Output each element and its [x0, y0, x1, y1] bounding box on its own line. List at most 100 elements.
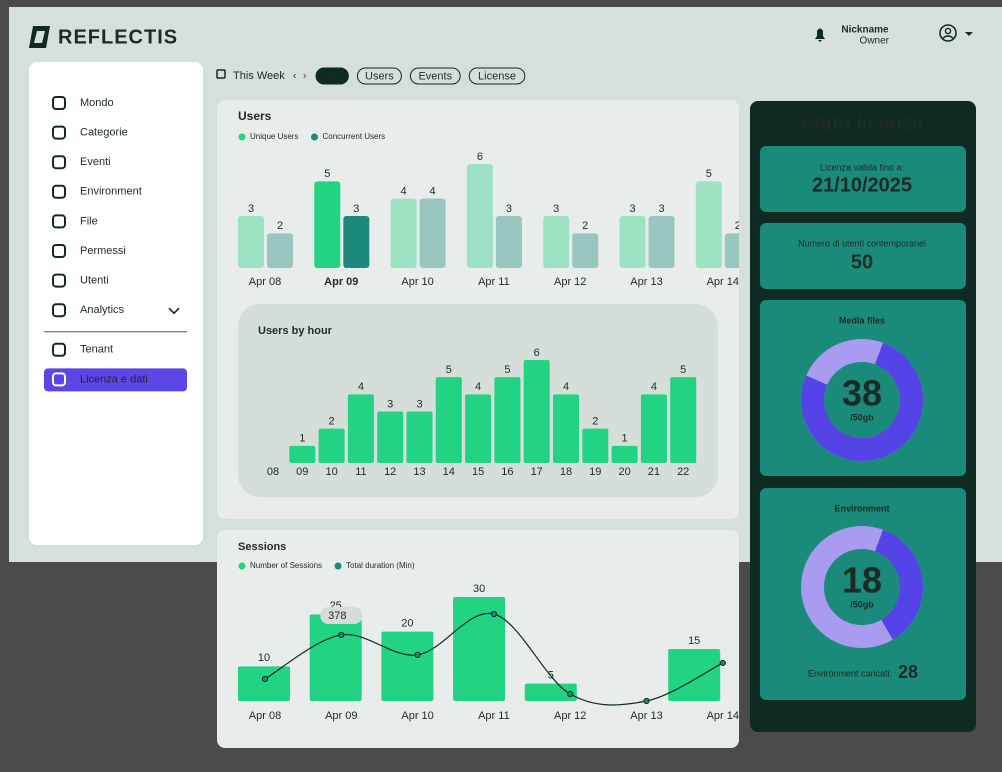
- sidebar-icon: [52, 155, 66, 170]
- sidebar-icon: [52, 184, 66, 199]
- sidebar-item[interactable]: Licenza e dati: [80, 373, 148, 385]
- x-tick-label: Apr 09: [325, 710, 357, 722]
- legend-label: Concurrent Users: [322, 132, 385, 141]
- data-label: 5: [706, 168, 712, 180]
- bar: [381, 631, 434, 701]
- data-label: 2: [329, 416, 335, 428]
- filter-tab[interactable]: [468, 67, 526, 85]
- sidebar-item[interactable]: Analytics: [80, 304, 125, 316]
- calendar-icon: [216, 69, 226, 79]
- data-label: 5: [324, 168, 330, 180]
- data-label: 2: [592, 416, 598, 428]
- data-label: 20: [401, 618, 413, 630]
- license-box: [760, 223, 966, 289]
- x-tick-label: 18: [560, 466, 572, 478]
- version: Version: 2024.7.3: [827, 711, 897, 721]
- license-box: [760, 146, 966, 212]
- x-tick-label: 22: [677, 466, 689, 478]
- filter-tab-label[interactable]: Events: [418, 70, 452, 82]
- bar: [619, 216, 646, 268]
- bar: [611, 445, 638, 463]
- data-label: 4: [563, 381, 569, 393]
- data-label: 3: [248, 203, 254, 215]
- x-tick-label: Apr 10: [401, 276, 433, 288]
- sidebar: [29, 62, 203, 545]
- license-label: Licenza valida fino a:: [820, 162, 904, 172]
- bar: [343, 216, 370, 268]
- line-point: [414, 651, 421, 658]
- line-point: [490, 610, 497, 618]
- data-label: 4: [358, 381, 364, 393]
- users-chart: Apr 08 3 2 Apr 09 5 3 Apr 10 4 4 Apr 11 6 3 Apr 12 3 2…: [238, 151, 741, 288]
- chart-title: Users: [238, 109, 272, 123]
- tooltip: [320, 606, 363, 624]
- bar: [648, 216, 675, 268]
- data-label: 5: [446, 364, 452, 376]
- line-point: [567, 690, 574, 698]
- donut-max: /50gb: [850, 599, 874, 609]
- line-point: [719, 659, 726, 667]
- data-label: 3: [553, 203, 559, 215]
- bar: [495, 216, 522, 268]
- sidebar-item[interactable]: File: [80, 215, 98, 227]
- sidebar-item[interactable]: Tenant: [80, 344, 113, 356]
- legend-dot: [238, 133, 246, 141]
- data-label: 4: [401, 186, 407, 198]
- donut-max: /50gb: [850, 412, 874, 422]
- env-loaded: 28: [898, 662, 918, 682]
- x-tick-label: 12: [384, 466, 396, 478]
- bar: [314, 181, 341, 268]
- bar: [347, 394, 374, 463]
- data-label: 3: [658, 203, 664, 215]
- data-label: 6: [477, 151, 483, 163]
- filter-tab[interactable]: [356, 67, 402, 85]
- sidebar-icon: [52, 125, 66, 140]
- sidebar-item[interactable]: Categorie: [80, 127, 128, 139]
- license-title: Stato licenza: [801, 112, 924, 134]
- filter-tab[interactable]: [409, 67, 461, 85]
- bar: [543, 216, 570, 268]
- sidebar-item[interactable]: Permessi: [80, 245, 126, 257]
- user-menu[interactable]: [939, 24, 973, 42]
- sidebar-item[interactable]: Environment: [80, 186, 142, 198]
- x-tick-label: 14: [443, 466, 455, 478]
- x-tick-label: 16: [501, 466, 513, 478]
- donut-arc: [875, 529, 923, 640]
- bar: [494, 377, 521, 463]
- filter-tab-label[interactable]: All: [326, 70, 338, 82]
- bar: [553, 394, 579, 463]
- data-label: 2: [735, 220, 741, 232]
- legend-label: Total duration (Min): [346, 561, 415, 570]
- bar: [267, 233, 293, 268]
- next-arrow[interactable]: ›: [303, 71, 306, 82]
- filter-tab-label[interactable]: License: [478, 70, 516, 82]
- filter-tab[interactable]: [315, 67, 349, 85]
- data-label: 1: [299, 433, 305, 445]
- x-tick-label: 15: [472, 466, 484, 478]
- line-point: [643, 697, 650, 705]
- data-label: 4: [430, 186, 436, 198]
- bar: [419, 198, 446, 268]
- bar: [572, 233, 599, 268]
- x-tick-label: 09: [296, 466, 308, 478]
- period[interactable]: This Week: [233, 70, 285, 82]
- data-label: 10: [258, 652, 270, 664]
- prev-arrow[interactable]: ‹: [293, 71, 296, 82]
- logo: REFLECTIS: [58, 26, 178, 48]
- sidebar-item[interactable]: Utenti: [80, 275, 109, 287]
- sidebar-item[interactable]: Mondo: [80, 97, 114, 109]
- sidebar-icon: [52, 244, 66, 258]
- data-label: 4: [475, 381, 481, 393]
- x-tick-label: Apr 08: [249, 276, 281, 288]
- logo-icon: [29, 26, 50, 48]
- bar: [695, 181, 722, 268]
- data-label: 5: [504, 364, 510, 376]
- filter-tab-label[interactable]: Users: [365, 70, 394, 82]
- user-role: Owner: [860, 36, 890, 47]
- x-tick-label: Apr 13: [630, 276, 662, 288]
- bar: [453, 597, 506, 701]
- donut-value: 18: [842, 560, 882, 601]
- bell-icon[interactable]: [815, 28, 825, 43]
- sidebar-item[interactable]: Eventi: [80, 156, 111, 168]
- bar: [406, 411, 433, 463]
